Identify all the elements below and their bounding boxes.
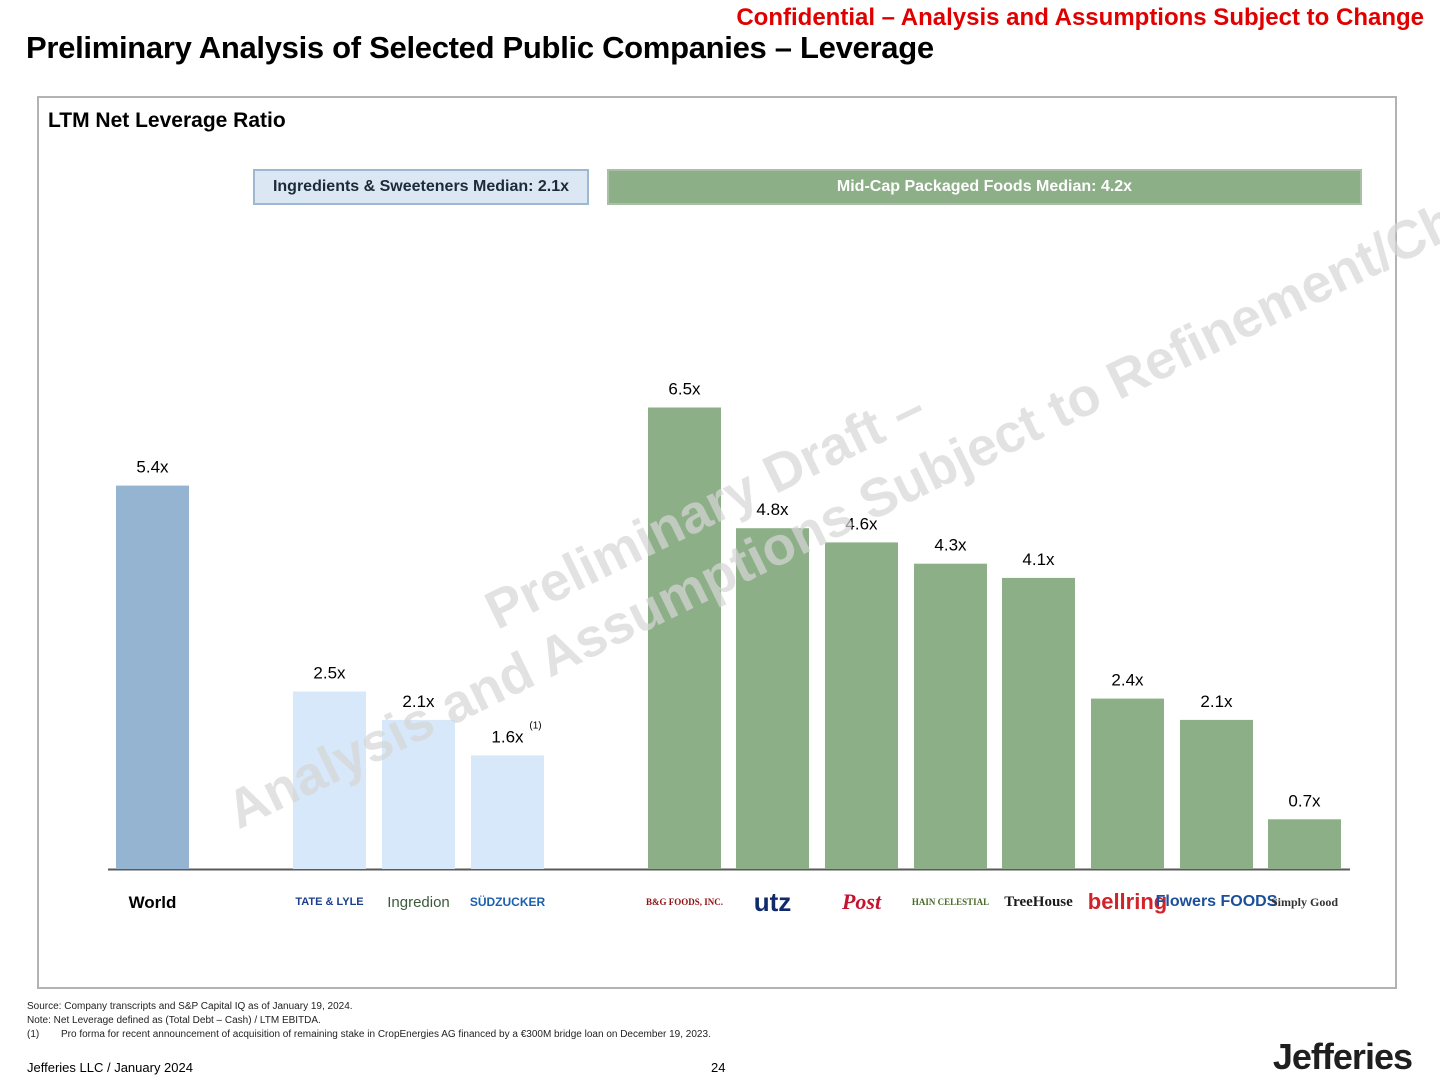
bar-flowers-foods (1180, 719, 1253, 869)
logo-bellring: bellring (1087, 889, 1168, 914)
page-number: 24 (711, 1060, 726, 1075)
data-label: 5.4x (136, 458, 169, 477)
logo-sudzucker: SÜDZUCKER (469, 895, 546, 909)
bar-post (825, 542, 898, 869)
bar-bg-foods (648, 407, 721, 869)
bar-ingredion (382, 719, 455, 869)
footnote-1: (1) Pro forma for recent announcement of … (27, 1028, 711, 1042)
logo-flowers-foods: Flowers FOODS (1155, 893, 1278, 910)
bar-tate-and-lyle (293, 691, 366, 869)
bar-treehouse (1002, 577, 1075, 869)
category-label-world: World (128, 892, 177, 912)
bar-utz (736, 528, 809, 869)
footer-firm-date: Jefferies LLC / January 2024 (27, 1060, 193, 1075)
bar-world (116, 485, 189, 869)
data-label: 4.1x (1022, 550, 1055, 569)
data-label: 2.1x (1200, 692, 1233, 711)
bar-sudzucker (471, 755, 544, 869)
data-label: 1.6x (491, 727, 524, 746)
bar-hain-celestial (914, 563, 987, 869)
data-label: 4.3x (934, 536, 967, 555)
logo-bg-foods: B&G FOODS, INC. (645, 896, 723, 907)
data-label-footnote: (1) (529, 720, 541, 731)
footnotes: Source: Company transcripts and S&P Capi… (27, 1000, 711, 1042)
data-label: 6.5x (668, 380, 701, 399)
page-title: Preliminary Analysis of Selected Public … (26, 30, 934, 65)
data-label: 4.6x (845, 514, 878, 533)
confidential-notice: Confidential – Analysis and Assumptions … (736, 4, 1424, 31)
data-label: 2.1x (402, 692, 435, 711)
chart-title: LTM Net Leverage Ratio (48, 109, 286, 132)
bar-bellring (1091, 698, 1164, 869)
bar-simply-good (1268, 819, 1341, 869)
data-label: 2.4x (1111, 671, 1144, 690)
jefferies-logo: Jefferies (1272, 1036, 1413, 1077)
midcap-median-box: Mid-Cap Packaged Foods Median: 4.2x (607, 169, 1362, 205)
footnote-1-text: Pro forma for recent announcement of acq… (61, 1029, 711, 1040)
source-note: Source: Company transcripts and S&P Capi… (27, 1001, 353, 1012)
data-label: 0.7x (1288, 791, 1321, 810)
chart-panel (37, 96, 1397, 989)
logo-post: Post (841, 889, 882, 914)
logo-utz: utz (753, 887, 792, 917)
data-label: 2.5x (313, 664, 346, 683)
logo-hain-celestial: HAIN CELESTIAL (911, 896, 990, 907)
logo-treehouse: TreeHouse (1004, 893, 1073, 910)
data-label: 4.8x (756, 500, 789, 519)
logo-simply-good: Simply Good (1270, 895, 1339, 909)
logo-tate-and-lyle: TATE & LYLE (295, 895, 364, 908)
footnote-1-number: (1) (27, 1029, 40, 1040)
logo-ingredion: Ingredion (387, 893, 450, 911)
ingredients-median-box: Ingredients & Sweeteners Median: 2.1x (253, 169, 589, 205)
definition-note: Note: Net Leverage defined as (Total Deb… (27, 1015, 321, 1026)
